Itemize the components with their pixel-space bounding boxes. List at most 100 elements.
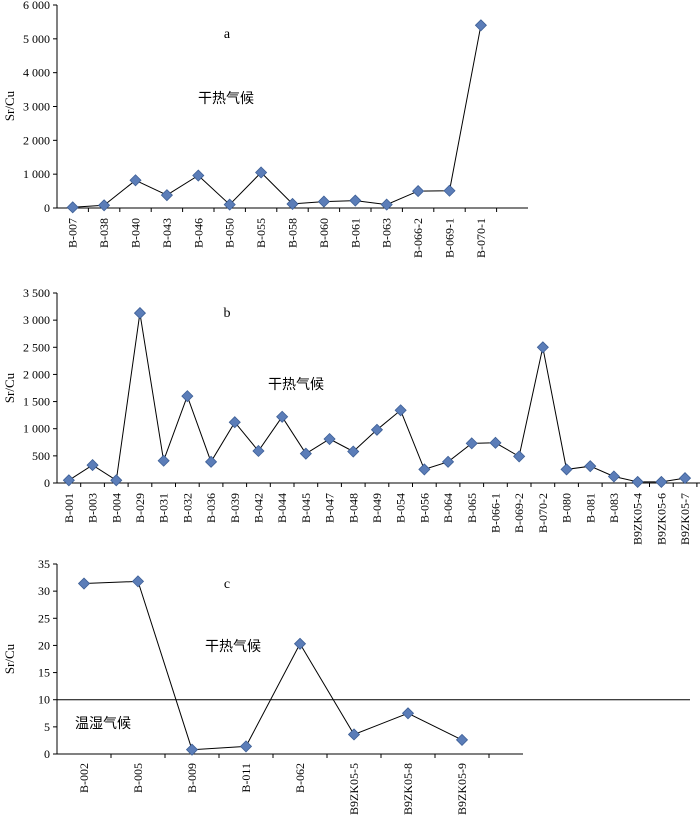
y-tick-label: 5 000 <box>23 32 50 46</box>
x-category-label: B-007 <box>66 218 80 248</box>
x-category-label: B-038 <box>97 218 111 248</box>
y-tick-label: 500 <box>32 449 50 463</box>
x-category-label: B-058 <box>286 218 300 248</box>
panel-letter: b <box>224 306 231 321</box>
x-category-label: B-080 <box>560 493 574 523</box>
x-category-label: B-047 <box>323 493 337 523</box>
data-point <box>223 198 236 211</box>
y-axis-label: Sr/Cu <box>2 90 17 121</box>
x-category-label: B-044 <box>275 493 289 523</box>
x-category-label: B9ZK05-6 <box>654 493 668 545</box>
y-tick-label: 1 000 <box>23 167 50 181</box>
data-point <box>513 450 526 463</box>
x-category-label: B-063 <box>380 218 394 248</box>
x-category-label: B-046 <box>191 218 205 248</box>
x-category-label: B-040 <box>129 218 143 248</box>
data-point <box>252 444 265 458</box>
x-category-label: B-066-2 <box>411 218 425 258</box>
x-category-label: B-001 <box>62 493 76 523</box>
panel-a-chart: 0 1 000 2 000 3 000 4 000 5 000 6 000 B-007 B-03… <box>2 0 528 258</box>
y-tick-label: 5 <box>44 720 50 734</box>
x-category-label: B-045 <box>299 493 313 523</box>
data-point <box>678 472 692 485</box>
x-category-label: B-055 <box>254 218 268 248</box>
data-point <box>299 447 312 460</box>
y-tick-label: 25 <box>38 611 50 625</box>
data-point <box>489 436 502 449</box>
x-category-label: B-061 <box>348 218 362 248</box>
y-tick-label: 0 <box>44 201 50 215</box>
x-category-label: B-032 <box>180 493 194 523</box>
x-category-label: B-050 <box>223 218 237 248</box>
data-point <box>347 445 360 458</box>
y-tick-label: 2 500 <box>23 340 50 354</box>
x-category-label: B-002 <box>77 763 91 793</box>
data-point <box>66 201 79 214</box>
x-category-label: B-070-1 <box>474 218 488 258</box>
data-point <box>418 463 431 476</box>
y-tick-label: 1 000 <box>23 422 50 436</box>
x-category-label: B-005 <box>131 763 145 793</box>
climate-annotation: 干热气候 <box>268 377 324 393</box>
data-point <box>412 185 425 198</box>
y-tick-label: 10 <box>38 693 50 707</box>
y-tick-label: 15 <box>38 666 50 680</box>
data-point <box>185 743 199 756</box>
x-category-label: B-004 <box>109 493 123 523</box>
data-point <box>62 474 75 487</box>
x-category-label: B-069-2 <box>512 493 526 533</box>
y-tick-label: 3 000 <box>23 313 50 327</box>
x-category-label: B-062 <box>293 763 307 793</box>
x-category-label: B-042 <box>251 493 265 523</box>
x-category-label: B-039 <box>228 493 242 523</box>
x-category-label: B-066-1 <box>488 493 502 533</box>
data-point <box>160 189 173 202</box>
data-point <box>323 432 336 446</box>
y-tick-label: 35 <box>38 557 50 571</box>
y-tick-label: 20 <box>38 638 50 652</box>
x-category-label: B-065 <box>465 493 479 523</box>
data-point <box>317 195 330 208</box>
data-point <box>181 390 194 403</box>
data-point <box>401 707 415 720</box>
data-point <box>607 470 621 483</box>
data-point <box>370 423 384 436</box>
data-point <box>349 194 362 207</box>
data-point <box>157 454 170 467</box>
x-category-label: B9ZK05-9 <box>455 763 469 815</box>
data-point <box>110 474 123 487</box>
data-point <box>192 169 205 182</box>
data-point <box>131 575 145 588</box>
x-category-label: B-060 <box>317 218 331 248</box>
data-point <box>443 184 456 197</box>
data-point <box>129 174 142 187</box>
data-point <box>474 19 487 32</box>
y-tick-label: 3 500 <box>23 286 50 300</box>
y-tick-label: 3 000 <box>23 100 50 114</box>
climate-annotation: 干热气候 <box>198 91 254 107</box>
y-axis-label: Sr/Cu <box>2 372 17 403</box>
y-tick-label: 0 <box>44 476 50 490</box>
y-axis-label: Sr/Cu <box>2 643 17 674</box>
x-category-label: B-009 <box>185 763 199 793</box>
x-category-label: B-056 <box>417 493 431 523</box>
data-point <box>86 459 99 472</box>
data-point <box>536 341 549 354</box>
data-point <box>255 166 268 179</box>
data-point <box>347 728 361 741</box>
series-line <box>83 580 463 751</box>
data-point <box>228 416 241 429</box>
data-point <box>631 475 644 488</box>
data-point <box>455 733 469 746</box>
y-tick-label: 2 000 <box>23 133 50 147</box>
x-category-label: B-049 <box>370 493 384 523</box>
x-category-label: B9ZK05-5 <box>347 763 361 815</box>
series-line <box>68 313 686 483</box>
data-point <box>560 463 573 476</box>
y-tick-label: 6 000 <box>23 0 50 12</box>
x-category-label: B9ZK05-8 <box>401 763 415 815</box>
data-point <box>394 404 407 417</box>
x-category-label: B-083 <box>607 493 621 523</box>
panel-letter: a <box>224 27 231 42</box>
data-point <box>286 197 299 211</box>
